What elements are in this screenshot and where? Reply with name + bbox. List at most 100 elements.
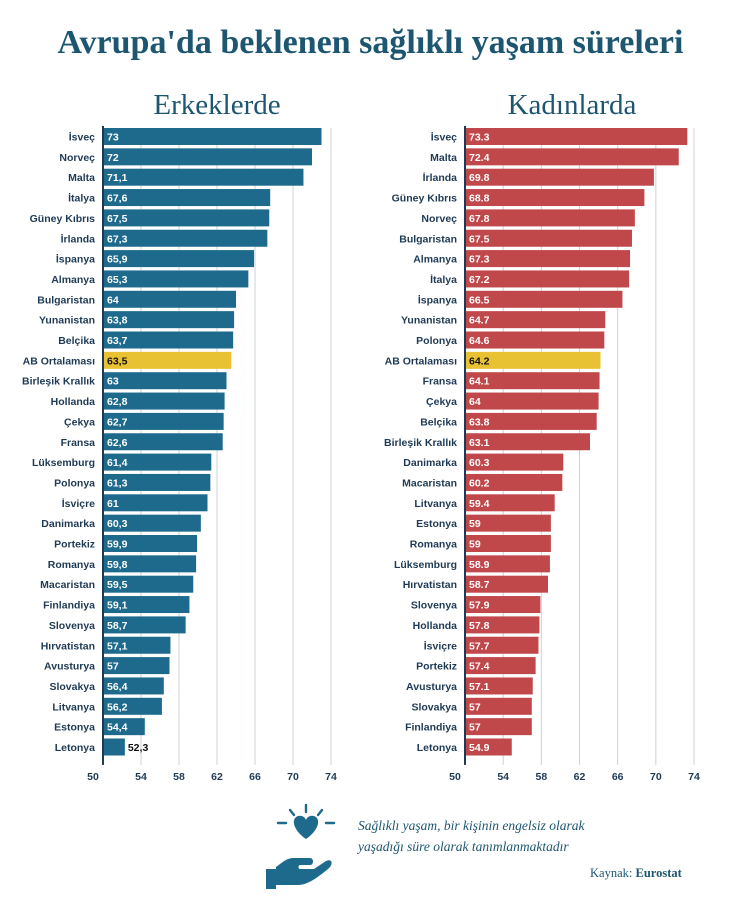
bar-men <box>103 128 322 145</box>
bar-men <box>103 697 162 715</box>
source-name: Eurostat <box>635 866 682 880</box>
charts-canvas: Erkeklerde İsveç 73 Norveç 72 Malta 71,1 İtalya… <box>22 89 700 783</box>
value-label: 56,4 <box>107 681 128 693</box>
x-tick-label: 54 <box>497 771 509 783</box>
x-tick-label: 70 <box>650 771 662 783</box>
category-label: İrlanda <box>423 171 458 184</box>
category-label: Polonya <box>54 477 95 489</box>
x-tick-label: 58 <box>173 771 185 783</box>
bar-women <box>465 514 551 532</box>
bar-women <box>465 494 555 512</box>
value-label: 67.8 <box>469 213 490 225</box>
bar-women <box>465 209 635 227</box>
bar-men <box>103 189 271 207</box>
bar-men <box>103 535 198 552</box>
source-label: Kaynak: <box>590 866 633 880</box>
value-label: 67.2 <box>469 274 490 286</box>
value-label: 61 <box>107 498 119 510</box>
bar-men <box>103 636 171 654</box>
bar-women <box>465 596 541 614</box>
bar-men <box>103 616 186 634</box>
source-credit: Kaynak: Eurostat <box>590 866 682 881</box>
value-label: 64 <box>469 396 481 408</box>
category-label: Avusturya <box>44 661 95 673</box>
category-label: Güney Kıbrıs <box>30 213 96 225</box>
bar-women <box>465 168 654 186</box>
value-label: 59 <box>469 539 481 551</box>
bar-women <box>465 677 533 695</box>
category-label: Macaristan <box>402 477 457 489</box>
value-label: 67.5 <box>469 233 490 245</box>
category-label: İspanya <box>56 253 95 266</box>
value-label: 59,5 <box>107 579 128 591</box>
value-label: 62,6 <box>107 437 128 449</box>
bar-women <box>465 392 599 410</box>
category-label: Yunanistan <box>39 315 95 327</box>
category-label: Fransa <box>61 437 96 449</box>
value-label: 60,3 <box>107 518 128 530</box>
value-label: 73.3 <box>469 132 490 144</box>
value-label: 54,4 <box>107 722 128 734</box>
value-label: 66.5 <box>469 294 490 306</box>
x-tick-label: 70 <box>287 771 299 783</box>
value-label: 57.7 <box>469 640 490 652</box>
bar-men <box>103 229 268 247</box>
value-label: 63,7 <box>107 335 128 347</box>
category-label: Lüksemburg <box>394 559 457 571</box>
bar-men <box>103 596 190 614</box>
bar-women <box>465 697 532 715</box>
value-label: 65,9 <box>107 254 128 266</box>
value-label: 54.9 <box>469 742 490 754</box>
category-label: İspanya <box>418 293 457 306</box>
category-label: Yunanistan <box>401 315 457 327</box>
bar-women <box>465 412 597 430</box>
value-label: 59 <box>469 518 481 530</box>
category-label: İtalya <box>68 192 95 205</box>
value-label: 67.3 <box>469 254 490 266</box>
value-label: 59,1 <box>107 600 128 612</box>
category-label: Letonya <box>417 742 457 754</box>
value-label: 60.3 <box>469 457 490 469</box>
bar-women <box>465 636 539 654</box>
value-label: 72.4 <box>469 152 490 164</box>
value-label: 63.1 <box>469 437 490 449</box>
category-label: Litvanya <box>414 498 457 510</box>
bar-women <box>465 290 623 308</box>
value-label: 57 <box>469 722 481 734</box>
bar-women <box>465 718 532 736</box>
value-label: 68.8 <box>469 193 490 205</box>
category-label: Finlandiya <box>405 722 457 734</box>
bar-men <box>103 250 255 268</box>
category-label: Malta <box>68 172 95 184</box>
panel-title-men: Erkeklerde <box>153 89 280 121</box>
bar-women <box>465 616 540 634</box>
bar-men <box>103 677 164 695</box>
bar-women <box>465 148 679 166</box>
value-label: 64.6 <box>469 335 490 347</box>
value-label: 56,2 <box>107 701 128 713</box>
category-label: Romanya <box>410 539 457 551</box>
category-label: Fransa <box>423 376 458 388</box>
value-label: 63.8 <box>469 416 490 428</box>
value-label: 64.7 <box>469 315 490 327</box>
bar-women <box>465 372 600 390</box>
value-label: 58,7 <box>107 620 128 632</box>
bar-women <box>465 270 630 288</box>
x-tick-label: 62 <box>211 771 223 783</box>
category-label: Slovenya <box>411 600 457 612</box>
bar-women <box>465 351 601 369</box>
value-label: 62,7 <box>107 416 128 428</box>
bar-men <box>103 514 201 532</box>
value-label: 57.1 <box>469 681 490 693</box>
bar-men <box>103 738 125 756</box>
category-label: İtalya <box>430 273 457 286</box>
bar-women <box>465 657 536 675</box>
category-label: Slovakya <box>411 701 457 713</box>
category-label: Hollanda <box>413 620 457 632</box>
value-label: 57.8 <box>469 620 490 632</box>
bar-women <box>465 433 590 451</box>
bar-women <box>465 555 550 573</box>
category-label: Macaristan <box>40 579 95 591</box>
value-label: 64.2 <box>469 355 490 367</box>
value-label: 59.4 <box>469 498 490 510</box>
